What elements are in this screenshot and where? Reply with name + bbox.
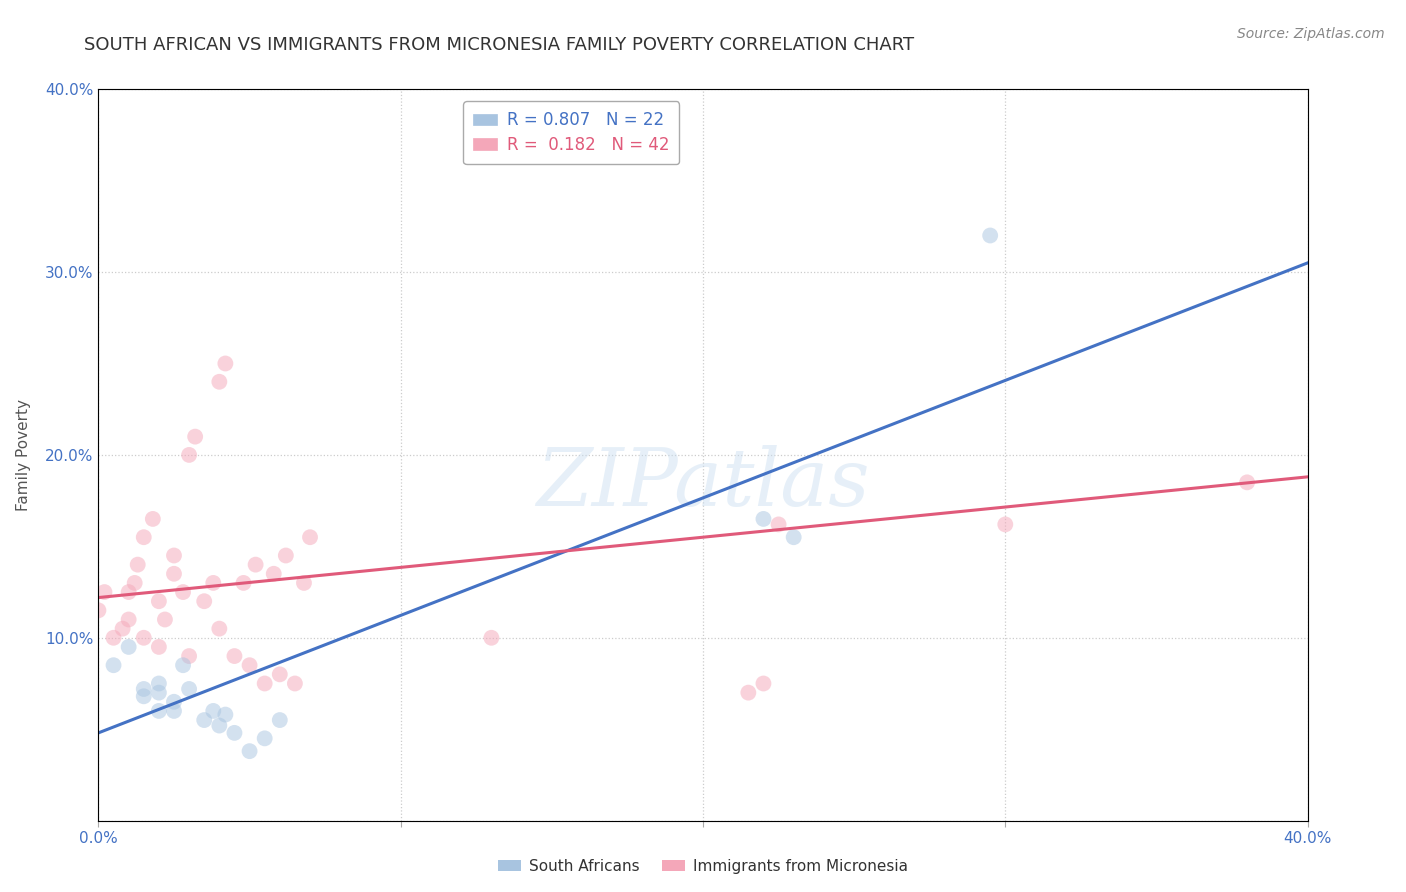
Text: ZIPatlas: ZIPatlas — [536, 445, 870, 523]
Point — [132, 631, 155, 645]
Point — [292, 576, 315, 591]
Point — [481, 631, 503, 645]
Point — [239, 658, 262, 673]
Point — [93, 585, 115, 599]
Point — [148, 686, 170, 700]
Point — [87, 603, 110, 617]
Point — [193, 594, 215, 608]
Text: SOUTH AFRICAN VS IMMIGRANTS FROM MICRONESIA FAMILY POVERTY CORRELATION CHART: SOUTH AFRICAN VS IMMIGRANTS FROM MICRONE… — [84, 36, 914, 54]
Point — [148, 594, 170, 608]
Point — [994, 517, 1017, 532]
Point — [124, 576, 146, 591]
Point — [179, 681, 201, 696]
Point — [118, 613, 141, 627]
Point — [208, 375, 231, 389]
Point — [163, 704, 186, 718]
Point — [263, 566, 285, 581]
Point — [274, 549, 297, 563]
Point — [103, 631, 125, 645]
Point — [208, 622, 231, 636]
Point — [224, 726, 246, 740]
Point — [163, 695, 186, 709]
Legend: South Africans, Immigrants from Micronesia: South Africans, Immigrants from Micrones… — [492, 853, 914, 880]
Point — [132, 530, 155, 544]
Point — [979, 228, 1001, 243]
Point — [269, 713, 291, 727]
Legend: R = 0.807   N = 22, R =  0.182   N = 42: R = 0.807 N = 22, R = 0.182 N = 42 — [464, 101, 679, 164]
Point — [253, 731, 276, 746]
Point — [193, 713, 215, 727]
Point — [214, 707, 236, 722]
Point — [752, 676, 775, 690]
Point — [163, 566, 186, 581]
Point — [783, 530, 806, 544]
Point — [202, 704, 225, 718]
Point — [184, 430, 207, 444]
Point — [202, 576, 225, 591]
Point — [253, 676, 276, 690]
Point — [752, 512, 775, 526]
Point — [132, 681, 155, 696]
Point — [153, 613, 176, 627]
Point — [299, 530, 322, 544]
Point — [148, 704, 170, 718]
Point — [103, 658, 125, 673]
Y-axis label: Family Poverty: Family Poverty — [17, 399, 31, 511]
Point — [179, 448, 201, 462]
Point — [269, 667, 291, 681]
Text: Source: ZipAtlas.com: Source: ZipAtlas.com — [1237, 27, 1385, 41]
Point — [142, 512, 165, 526]
Point — [232, 576, 254, 591]
Point — [239, 744, 262, 758]
Point — [224, 649, 246, 664]
Point — [1236, 475, 1258, 490]
Point — [148, 640, 170, 654]
Point — [111, 622, 134, 636]
Point — [163, 549, 186, 563]
Point — [208, 718, 231, 732]
Point — [737, 686, 759, 700]
Point — [245, 558, 267, 572]
Point — [214, 356, 236, 371]
Point — [768, 517, 790, 532]
Point — [172, 658, 194, 673]
Point — [118, 585, 141, 599]
Point — [179, 649, 201, 664]
Point — [127, 558, 149, 572]
Point — [118, 640, 141, 654]
Point — [148, 676, 170, 690]
Point — [132, 690, 155, 704]
Point — [284, 676, 307, 690]
Point — [172, 585, 194, 599]
